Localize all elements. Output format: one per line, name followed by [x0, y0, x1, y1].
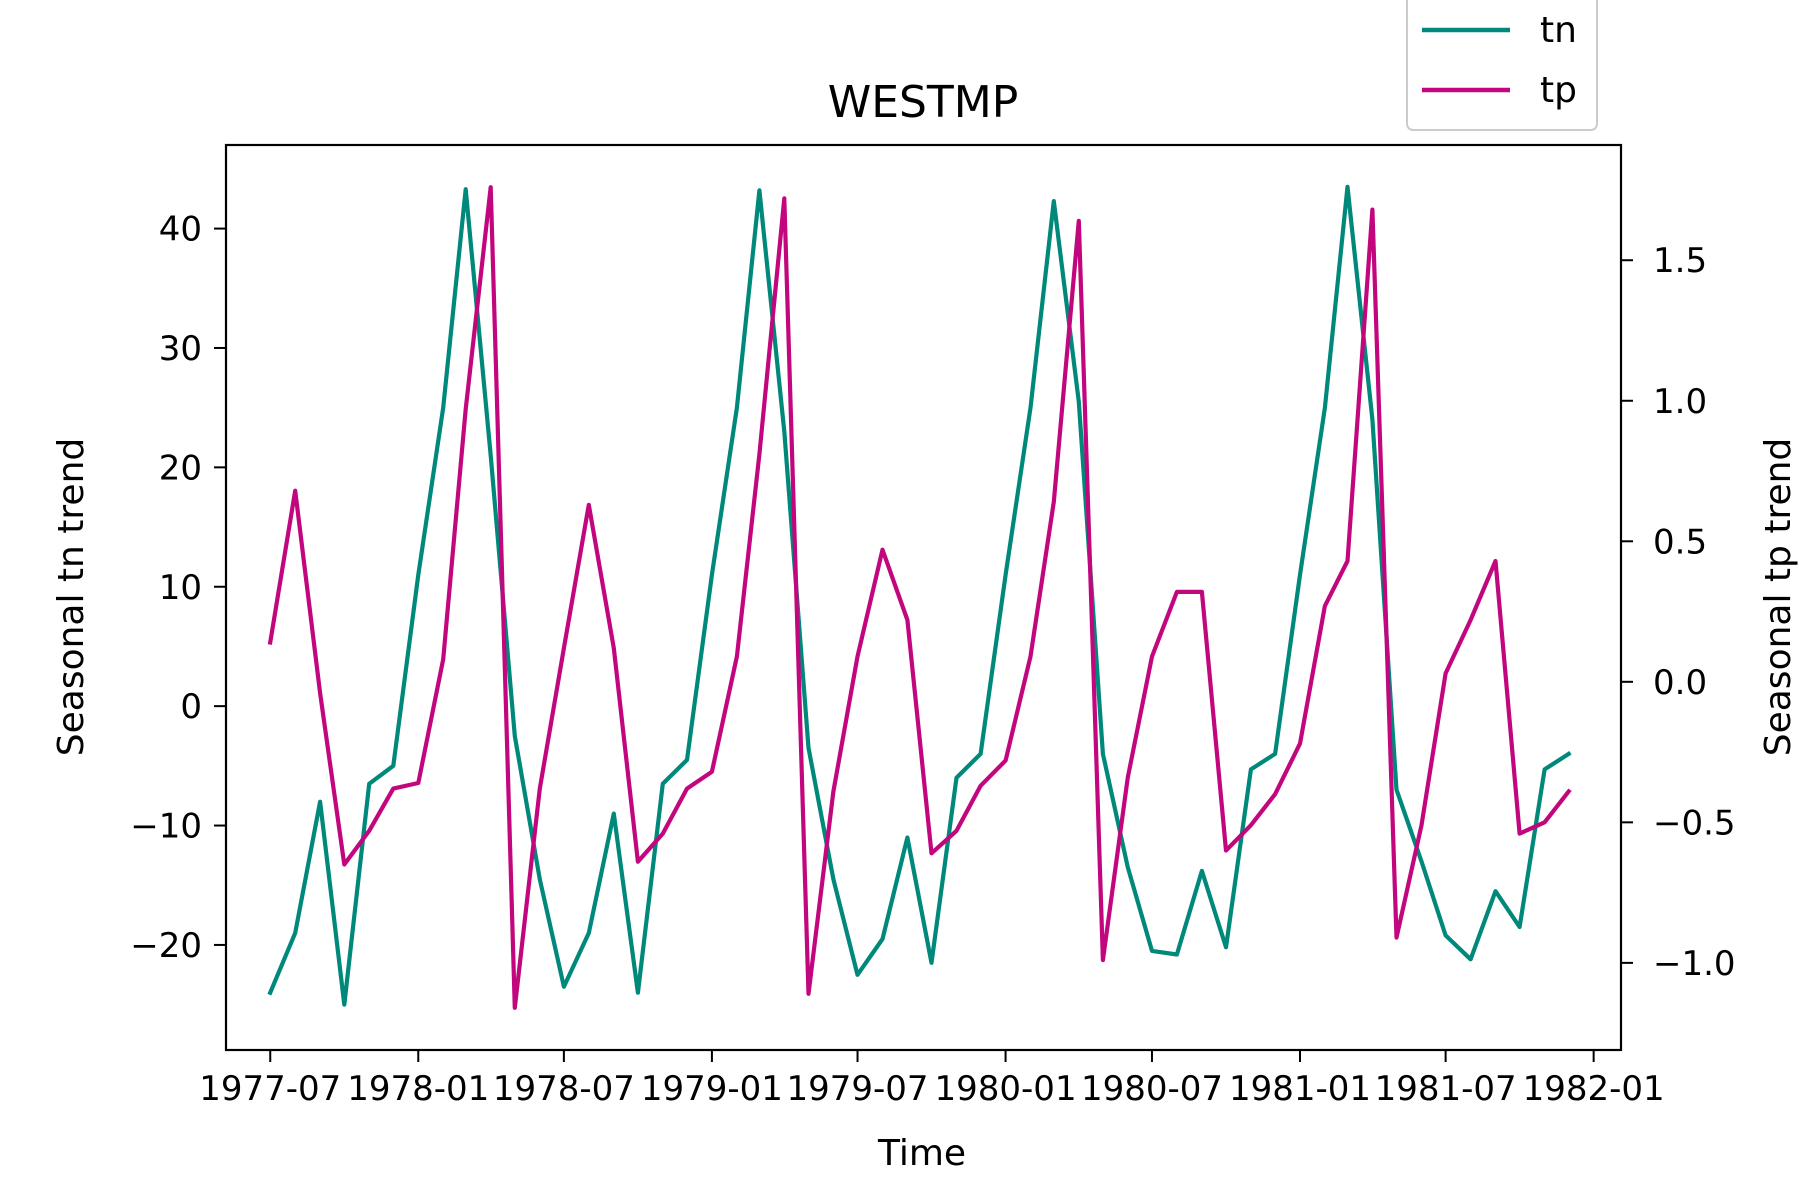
legend-label-tp: tp — [1540, 70, 1577, 111]
x-tick-label: 1981-07 — [1375, 1069, 1517, 1109]
y-right-tick-label: 0.5 — [1653, 522, 1707, 562]
y-left-tick-label: 0 — [180, 687, 202, 727]
y-right-tick-label: −1.0 — [1653, 944, 1736, 984]
series-line-tp — [267, 185, 1572, 1010]
x-axis-label: Time — [877, 1133, 966, 1174]
x-tick-label: 1980-07 — [1081, 1069, 1223, 1109]
x-tick-label: 1979-01 — [641, 1069, 783, 1109]
y-right-tick-label: 1.5 — [1653, 241, 1707, 281]
y-left-tick-label: 30 — [159, 329, 202, 369]
y-axis-right-label: Seasonal tp trend — [1758, 438, 1799, 757]
y-axis-left: −20 −10 0 10 20 30 40 — [130, 210, 226, 966]
x-tick-label: 1982-01 — [1523, 1069, 1665, 1109]
x-tick-label: 1978-07 — [493, 1069, 635, 1109]
y-left-tick-label: 20 — [159, 448, 202, 488]
legend-box — [1406, 0, 1598, 131]
y-left-tick-label: −10 — [130, 807, 202, 847]
series-layer — [267, 184, 1572, 1010]
y-left-tick-label: −20 — [130, 926, 202, 966]
x-axis: 1977-07 1978-01 1978-07 1979-01 1979-07 1980-… — [199, 1050, 1665, 1109]
x-tick-label: 1981-01 — [1229, 1069, 1371, 1109]
series-line-tn — [267, 184, 1572, 1007]
y-right-tick-label: 1.0 — [1653, 382, 1707, 422]
y-left-tick-label: 40 — [159, 210, 202, 250]
x-tick-label: 1978-01 — [347, 1069, 489, 1109]
chart-title: WESTMP — [828, 77, 1019, 128]
x-tick-label: 1979-07 — [786, 1069, 928, 1109]
x-tick-label: 1980-01 — [935, 1069, 1077, 1109]
y-right-tick-label: 0.0 — [1653, 663, 1707, 703]
legend-label-tn: tn — [1540, 10, 1577, 51]
legend: tn tp — [1406, 0, 1598, 131]
x-tick-label: 1977-07 — [199, 1069, 341, 1109]
y-right-tick-label: −0.5 — [1653, 803, 1736, 843]
y-axis-right: −1.0 −0.5 0.0 0.5 1.0 1.5 — [1621, 241, 1736, 984]
y-left-tick-label: 10 — [159, 568, 202, 608]
plot-frame — [224, 143, 1623, 1052]
y-axis-left-label: Seasonal tn trend — [51, 438, 92, 756]
